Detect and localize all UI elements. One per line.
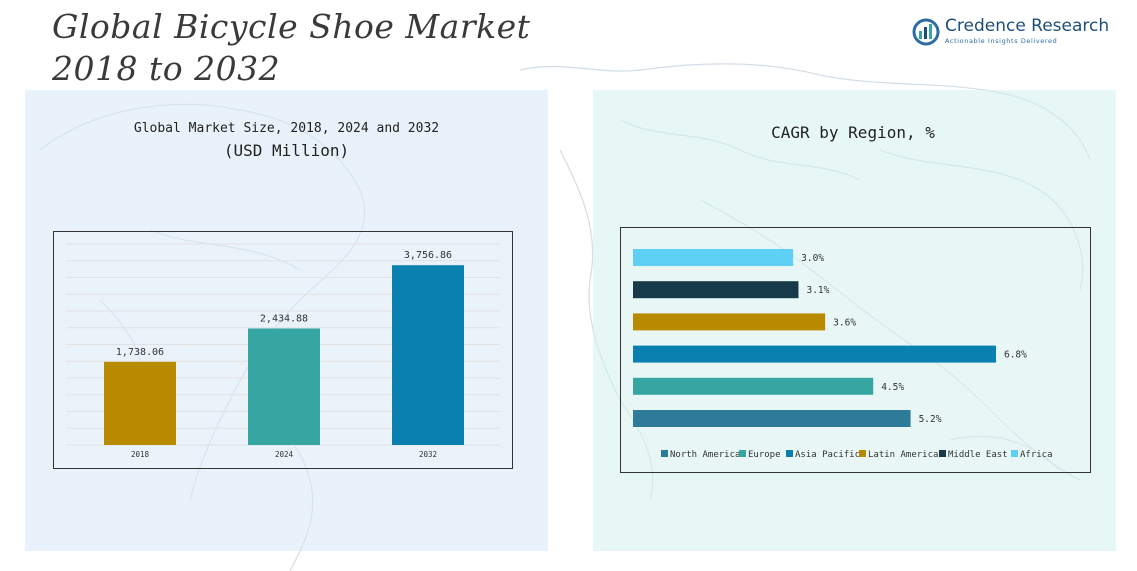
bar-asia-pacific: [633, 345, 996, 363]
bar-north-america: [633, 410, 911, 427]
cagr-chart-title: CAGR by Region, %: [771, 123, 935, 142]
bar-value-label: 3.0%: [801, 253, 824, 264]
x-tick-label: 2032: [419, 450, 437, 459]
bar-value-label: 3,756.86: [404, 250, 452, 261]
bar-2032: [392, 265, 464, 445]
market-size-chart-frame: 1,738.06 2018 2,434.88 2024 3,756.86 2032: [53, 231, 513, 469]
brand-tagline: Actionable Insights Delivered: [945, 37, 1058, 45]
bar-value-label: 3.1%: [806, 285, 829, 296]
legend-label: Asia Pacific: [795, 450, 860, 460]
brand-name: Credence Research: [945, 16, 1110, 36]
cagr-chart-frame: 3.0% 3.1% 3.6% 6.8% 4.5% 5.2% North America Eur…: [620, 227, 1091, 473]
legend-swatch: [786, 450, 793, 457]
legend-label: Africa: [1020, 450, 1053, 460]
legend-label: North America: [670, 450, 740, 460]
bar-2018: [104, 361, 176, 445]
x-tick-label: 2018: [131, 450, 150, 459]
x-tick-label: 2024: [275, 450, 294, 459]
cagr-horizontal-bar-chart: 3.0% 3.1% 3.6% 6.8% 4.5% 5.2% North America Eur…: [633, 249, 1053, 460]
credence-logo-icon: [912, 18, 940, 46]
bar-europe: [633, 377, 874, 395]
brand-logo-block[interactable]: Credence Research Actionable Insights De…: [912, 16, 1109, 48]
legend-swatch: [739, 450, 746, 457]
legend-label: Europe: [748, 450, 781, 460]
bar-value-label: 2,434.88: [260, 313, 308, 324]
legend-swatch: [661, 450, 668, 457]
bar-value-label: 5.2%: [919, 414, 942, 425]
chart-legend: North America Europe Asia Pacific Latin Ame…: [661, 450, 1053, 460]
bar-value-label: 3.6%: [833, 317, 856, 328]
bar-2024: [248, 328, 320, 445]
bar-value-label: 1,738.06: [116, 347, 164, 358]
legend-swatch: [939, 450, 946, 457]
bar-value-label: 6.8%: [1004, 350, 1027, 361]
legend-swatch: [1011, 450, 1018, 457]
legend-label: Middle East: [948, 450, 1008, 460]
market-size-chart-title: Global Market Size, 2018, 2024 and 2032: [133, 121, 440, 136]
market-size-chart-subtitle: (USD Million): [223, 141, 350, 160]
market-size-bar-chart: 1,738.06 2018 2,434.88 2024 3,756.86 2032: [66, 243, 500, 459]
bar-latin-america: [633, 313, 826, 331]
legend-swatch: [859, 450, 866, 457]
page-title-line-2: 2018 to 2032: [52, 49, 281, 88]
bar-middle-east: [633, 281, 799, 299]
legend-label: Latin America: [868, 450, 938, 460]
page-title: Global Bicycle Shoe Market 2018 to 2032: [52, 6, 530, 90]
page-title-line-1: Global Bicycle Shoe Market: [52, 7, 531, 46]
bar-africa: [633, 249, 794, 266]
bar-value-label: 4.5%: [881, 382, 904, 393]
